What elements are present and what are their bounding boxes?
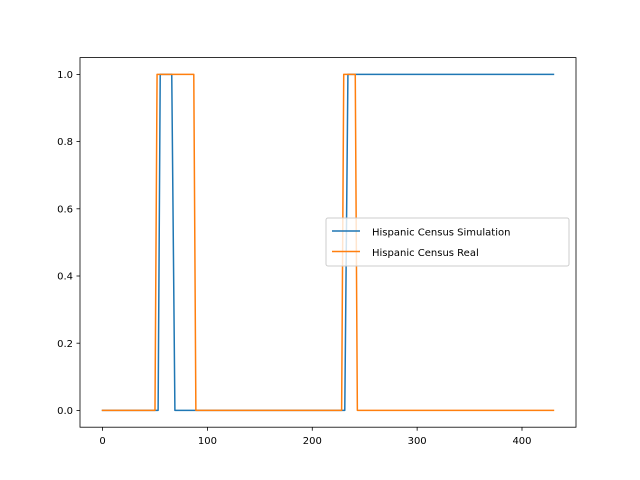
y-tick-label: 0.8 — [57, 137, 73, 148]
y-axis-ticks: 0.0 0.2 0.4 0.6 0.8 1.0 — [57, 70, 80, 417]
legend-label-0: Hispanic Census Simulation — [372, 228, 510, 239]
legend-label-1: Hispanic Census Real — [372, 248, 479, 259]
axes-layer — [79, 57, 577, 428]
x-tick-label: 300 — [408, 436, 427, 447]
legend: Hispanic Census Simulation Hispanic Censu… — [325, 217, 570, 267]
x-tick-label: 400 — [512, 436, 531, 447]
x-axis-ticks: 0 100 200 300 400 — [99, 427, 532, 447]
series-line-0 — [101, 73, 555, 412]
x-tick-label: 200 — [303, 436, 322, 447]
x-tick-label: 100 — [198, 436, 217, 447]
y-tick-label: 0.4 — [57, 272, 73, 283]
y-tick-label: 0.6 — [57, 204, 73, 215]
y-tick-label: 0.2 — [57, 339, 73, 350]
legend-box — [325, 217, 570, 267]
x-tick-label: 0 — [99, 436, 105, 447]
axes-frame — [79, 57, 577, 428]
y-tick-label: 1.0 — [57, 70, 73, 81]
y-tick-label: 0.0 — [57, 406, 73, 417]
